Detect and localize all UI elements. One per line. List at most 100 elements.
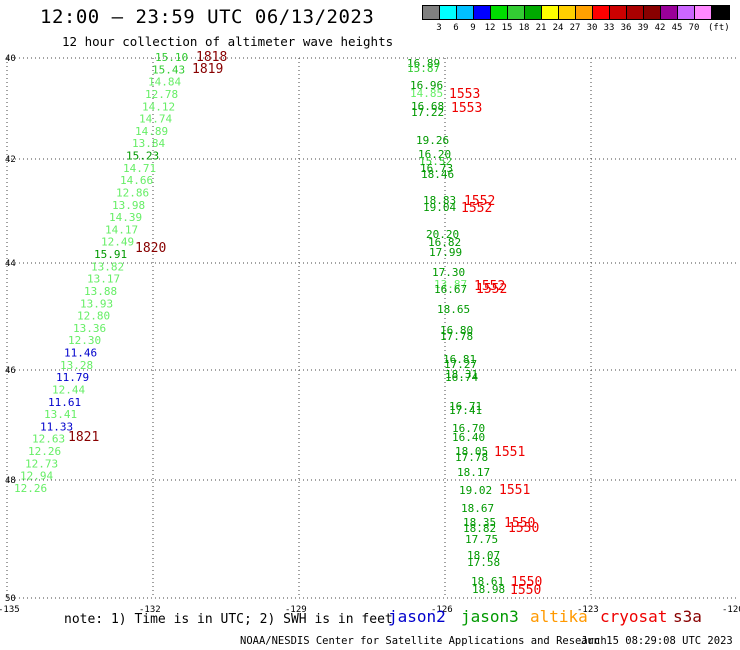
right-track-value: 20.20 <box>426 228 459 241</box>
legend-label: 39 <box>637 23 649 33</box>
map-subtitle: 12 hour collection of altimeter wave hei… <box>62 34 394 49</box>
legend-label: 21 <box>535 23 547 33</box>
legend-label: 36 <box>620 23 632 33</box>
right-track-value: 17.30 <box>432 266 465 279</box>
right-track-time: 1550 <box>508 521 539 536</box>
right-track-value: 18.05 <box>455 445 488 458</box>
right-track-value: 17.99 <box>429 246 462 259</box>
right-track-value: 16.68 <box>411 100 444 113</box>
left-track-value: 14.12 <box>142 100 175 113</box>
left-track-time: 1818 <box>196 50 227 65</box>
lon-tick-label: -123 <box>577 605 599 615</box>
lat-tick-label: 42 <box>5 155 16 165</box>
left-track-value: 12.86 <box>116 186 149 199</box>
left-track-value: 14.71 <box>123 162 156 175</box>
right-track-value: 17.41 <box>449 404 482 417</box>
right-track-value: 19.04 <box>423 201 456 214</box>
right-track-value: 16.40 <box>452 431 485 444</box>
right-track-value: 17.27 <box>444 358 477 371</box>
legend-label: 12 <box>484 23 496 33</box>
left-track-value: 13.98 <box>112 199 145 212</box>
right-track-value: 16.20 <box>418 148 451 161</box>
legend-label: 27 <box>569 23 581 33</box>
satellite-legend-item: cryosat <box>600 607 668 626</box>
legend-label: 33 <box>603 23 615 33</box>
left-track-value: 14.17 <box>105 223 138 236</box>
legend-label: 6 <box>453 23 459 33</box>
legend-label: 30 <box>586 23 598 33</box>
left-track-value: 12.44 <box>52 383 85 396</box>
left-track-time: 1819 <box>192 62 223 77</box>
right-track-value: 18.35 <box>463 516 496 529</box>
right-track-value: 18.83 <box>423 194 456 207</box>
lat-tick-label: 48 <box>5 476 16 486</box>
right-track-value: 18.61 <box>471 575 504 588</box>
right-track-value: 14.85 <box>410 87 443 100</box>
right-track-value: 16.82 <box>428 236 461 249</box>
right-track-time: 1550 <box>511 575 542 590</box>
left-track-value: 12.78 <box>145 88 178 101</box>
left-track-value: 15.43 <box>152 63 185 76</box>
right-track-value: 17.78 <box>455 451 488 464</box>
satellite-legend-item: jason3 <box>461 607 519 626</box>
legend-label: 24 <box>552 23 564 33</box>
right-track-value: 16.74 <box>445 371 478 384</box>
left-track-value: 13.36 <box>73 322 106 335</box>
satellite-legend-item: jason2 <box>388 607 446 626</box>
left-track-value: 14.84 <box>148 76 181 89</box>
left-track-value: 12.80 <box>77 310 110 323</box>
legend-unit: (ft) <box>708 23 730 33</box>
right-track-value: 19.26 <box>416 134 449 147</box>
lat-tick-label: 40 <box>5 54 16 64</box>
right-track-value: 18.46 <box>421 168 454 181</box>
left-track-value: 14.66 <box>120 174 153 187</box>
left-track-value: 13.41 <box>44 408 77 421</box>
map-title: 12:00 — 23:59 UTC 06/13/2023 <box>40 6 375 28</box>
right-track-value: 18.07 <box>467 549 500 562</box>
right-track-time: 1552 <box>464 194 495 209</box>
satellite-legend-item: altika <box>530 607 588 626</box>
right-track-time: 1550 <box>510 583 541 598</box>
note-text: note: 1) Time is in UTC; 2) SWH is in fe… <box>64 612 393 627</box>
left-track-value: 13.82 <box>91 260 124 273</box>
left-track-value: 14.89 <box>135 125 168 138</box>
left-track-value: 12.63 <box>32 433 65 446</box>
right-track-value: 15.87 <box>407 62 440 75</box>
right-track-value: 19.02 <box>459 484 492 497</box>
right-track-value: 15.52 <box>419 155 452 168</box>
right-track-time: 1550 <box>504 516 535 531</box>
right-track-value: 16.70 <box>452 422 485 435</box>
right-track-time: 1553 <box>449 87 480 102</box>
right-track-value: 16.80 <box>440 324 473 337</box>
legend-label: 15 <box>501 23 513 33</box>
right-track-value: 16.81 <box>443 353 476 366</box>
footer-timestamp: Jun 15 08:29:08 UTC 2023 <box>581 635 733 647</box>
left-track-value: 14.74 <box>139 113 172 126</box>
right-track-value: 16.71 <box>449 400 482 413</box>
right-track-value: 18.67 <box>461 502 494 515</box>
left-track-value: 13.17 <box>87 273 120 286</box>
left-track-value: 15.91 <box>94 248 127 261</box>
left-track-time: 1820 <box>135 241 166 256</box>
lat-tick-label: 50 <box>5 594 16 604</box>
right-track-value: 18.82 <box>463 522 496 535</box>
left-track-value: 13.88 <box>84 285 117 298</box>
lon-tick-label: -132 <box>139 605 161 615</box>
right-track-value: 16.89 <box>407 57 440 70</box>
right-track-value: 17.75 <box>465 533 498 546</box>
right-track-value: 17.22 <box>411 106 444 119</box>
lon-tick-label: -126 <box>431 605 453 615</box>
legend-swatch <box>711 5 730 20</box>
right-track-value: 16.73 <box>420 162 453 175</box>
legend-label: 42 <box>654 23 666 33</box>
legend-label: 9 <box>470 23 476 33</box>
right-track-value: 18.98 <box>472 583 505 596</box>
left-track-value: 11.61 <box>48 396 81 409</box>
left-track-time: 1821 <box>68 430 99 445</box>
left-track-value: 13.84 <box>132 137 165 150</box>
right-track-value: 18.65 <box>437 303 470 316</box>
right-track-time: 1552 <box>461 201 492 216</box>
left-track-value: 13.28 <box>60 359 93 372</box>
legend-label: 3 <box>436 23 442 33</box>
right-track-value: 16.67 <box>434 283 467 296</box>
